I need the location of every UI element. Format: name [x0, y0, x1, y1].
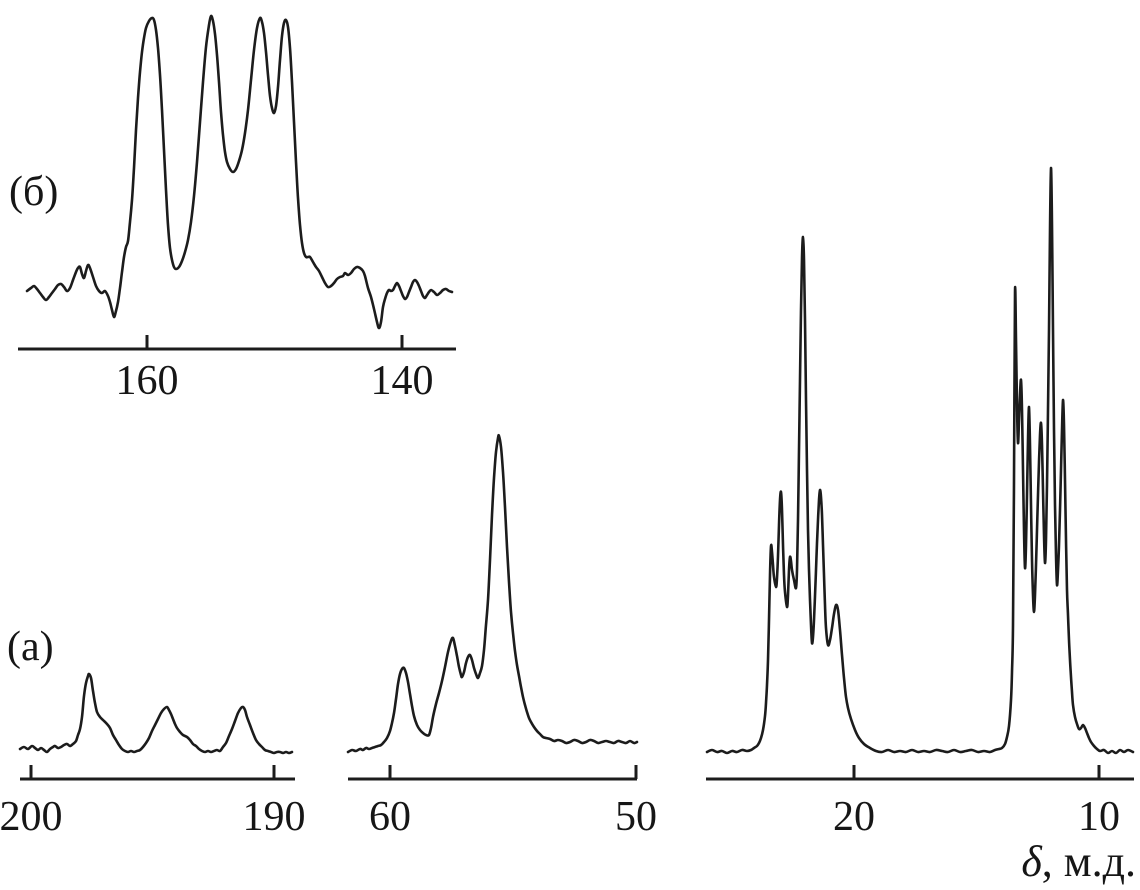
x-tick-label-a-right-20: 20	[833, 794, 875, 840]
x-tick-label-a-left-200: 200	[0, 794, 63, 840]
x-tick-label-b-140: 140	[371, 358, 434, 404]
x-tick-label-b-160: 160	[116, 358, 179, 404]
panel-label-a: (а)	[7, 624, 54, 670]
x-tick-label-a-left-190: 190	[243, 794, 306, 840]
spectrum-trace-a-mid	[346, 433, 639, 754]
panel-label-b: (б)	[9, 169, 59, 215]
ppm-unit-text: , м.д.	[1041, 837, 1136, 886]
x-tick-label-a-mid-60: 60	[369, 794, 411, 840]
spectrum-trace-b	[25, 14, 454, 330]
x-tick-label-a-right-10: 10	[1078, 794, 1120, 840]
x-tick-label-a-mid-50: 50	[615, 794, 657, 840]
x-axis-unit-label: δ, м.д.	[1021, 840, 1136, 884]
delta-symbol: δ	[1021, 837, 1042, 886]
spectrum-trace-a-right	[705, 166, 1135, 755]
spectrum-trace-a-left	[18, 672, 294, 755]
